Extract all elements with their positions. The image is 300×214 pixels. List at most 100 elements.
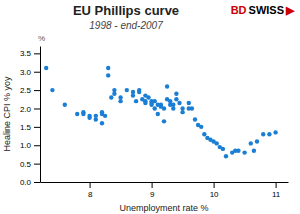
y-tick: 3.5	[20, 49, 40, 58]
y-tick-label: 0.5	[20, 160, 32, 169]
x-tick-mark	[276, 182, 277, 188]
point	[112, 88, 116, 92]
x-axis-title: Unemployment rate %	[119, 203, 208, 213]
point	[118, 99, 122, 103]
marks	[44, 66, 278, 159]
x-tick-mark	[152, 182, 153, 188]
y-tick-label: 2.0	[20, 105, 32, 114]
point	[261, 132, 265, 136]
y-tick: 1.5	[20, 123, 40, 132]
point	[236, 149, 240, 153]
point	[224, 154, 228, 158]
annotation: %	[38, 34, 45, 43]
point	[63, 103, 67, 107]
point	[125, 88, 129, 92]
point	[87, 115, 91, 119]
point	[162, 106, 166, 110]
logo-text: SWISS	[249, 4, 284, 16]
logo-text: ▶	[285, 4, 295, 16]
y-tick: 0.5	[20, 160, 40, 169]
x-tick: 10	[210, 182, 219, 199]
point	[221, 147, 225, 151]
y-tick: 0.0	[20, 178, 40, 187]
point	[174, 97, 178, 101]
point	[44, 66, 48, 70]
point	[137, 88, 141, 92]
point	[273, 130, 277, 134]
y-tick: 2.0	[20, 105, 40, 114]
point	[106, 66, 110, 70]
x-tick-label: 8	[88, 190, 93, 199]
y-tick-label: 0.0	[20, 178, 32, 187]
point	[50, 88, 54, 92]
point	[180, 110, 184, 114]
point	[252, 149, 256, 153]
point	[202, 132, 206, 136]
point	[255, 139, 259, 143]
y-tick-label: 1.5	[20, 123, 32, 132]
point	[153, 106, 157, 110]
point	[143, 101, 147, 105]
y-tick-mark	[34, 90, 40, 91]
y-axis-line	[40, 47, 41, 183]
point	[249, 141, 253, 145]
point	[146, 95, 150, 99]
point	[215, 141, 219, 145]
point	[94, 114, 98, 118]
y-tick-mark	[34, 127, 40, 128]
y-tick-mark	[34, 53, 40, 54]
point	[131, 93, 135, 97]
x-tick-mark	[90, 182, 91, 188]
y-tick: 1.0	[20, 141, 40, 150]
plot: 8 9 10 11 0.0 0.5 1.0 1.5 2.0 2.5 3.0 3.5	[20, 47, 289, 199]
y-tick-mark	[34, 182, 40, 183]
point	[267, 132, 271, 136]
x-axis-line	[41, 182, 289, 183]
point	[106, 73, 110, 77]
x-tick-label: 10	[210, 190, 219, 199]
point	[134, 99, 138, 103]
x-tick: 11	[272, 182, 281, 199]
logo-text: BD	[231, 4, 247, 16]
y-tick-mark	[34, 145, 40, 146]
point	[156, 112, 160, 116]
point	[81, 112, 85, 116]
point	[187, 101, 191, 105]
y-tick-label: 3.5	[20, 49, 32, 58]
x-axis: 8 9 10 11	[41, 182, 289, 199]
y-axis: 0.0 0.5 1.0 1.5 2.0 2.5 3.0 3.5	[20, 47, 41, 188]
x-tick-mark	[214, 182, 215, 188]
point	[190, 106, 194, 110]
point	[242, 150, 246, 154]
x-tick: 9	[150, 182, 155, 199]
point	[75, 112, 79, 116]
y-tick-label: 2.5	[20, 86, 32, 95]
point	[168, 99, 172, 103]
point	[171, 103, 175, 107]
chart: 8 9 10 11 0.0 0.5 1.0 1.5 2.0 2.5 3.0 3.5 EU Phillip…	[0, 0, 300, 214]
y-tick-mark	[34, 72, 40, 73]
y-tick-mark	[34, 108, 40, 109]
y-axis-title: Healine CPI % yoy	[2, 76, 12, 152]
x-tick: 8	[88, 182, 93, 199]
y-tick: 3.0	[20, 68, 40, 77]
x-tick-label: 11	[272, 190, 281, 199]
x-tick-label: 9	[150, 190, 155, 199]
title: EU Phillips curve	[73, 3, 179, 18]
point	[100, 121, 104, 125]
y-tick: 2.5	[20, 86, 40, 95]
point	[162, 119, 166, 123]
subtitle: 1998 - end-2007	[89, 20, 163, 31]
point	[153, 99, 157, 103]
point	[165, 84, 169, 88]
point	[199, 125, 203, 129]
point	[103, 114, 107, 118]
point	[109, 95, 113, 99]
y-tick-label: 1.0	[20, 141, 32, 150]
point	[149, 103, 153, 107]
point	[193, 117, 197, 121]
point	[177, 101, 181, 105]
point	[174, 92, 178, 96]
y-tick-mark	[34, 164, 40, 165]
y-tick-label: 3.0	[20, 68, 32, 77]
